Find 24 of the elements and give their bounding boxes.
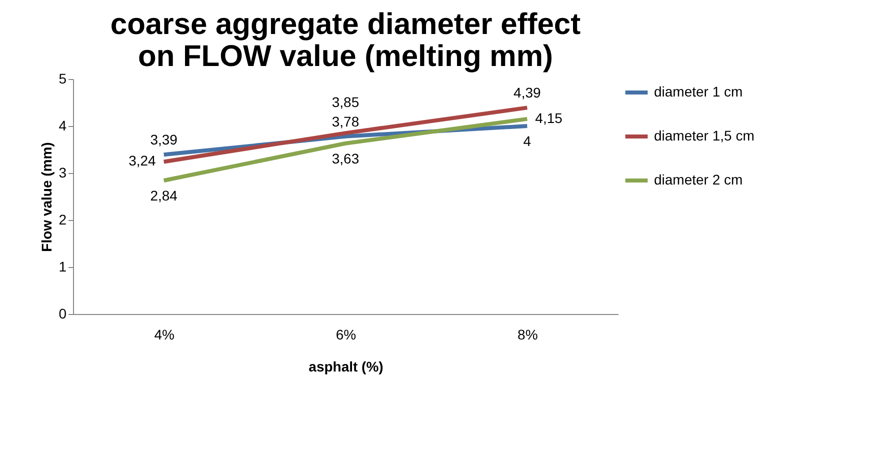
data-label: 3,24	[128, 152, 156, 169]
x-axis-title: asphalt (%)	[308, 358, 384, 374]
legend-label: diameter 1,5 cm	[654, 128, 754, 144]
y-axis-title: Flow value (mm)	[38, 142, 55, 252]
data-label: 4,15	[535, 110, 563, 126]
x-tick-label: 6%	[336, 326, 356, 342]
data-label: 3,63	[332, 150, 360, 166]
legend-label: diameter 1 cm	[654, 84, 743, 100]
chart-title: coarse aggregate diameter effect on FLOW value (melting mm)	[110, 8, 581, 73]
legend-label: diameter 2 cm	[654, 172, 743, 188]
x-tick-label: 4%	[154, 326, 174, 342]
y-tick-label: 2	[58, 212, 67, 228]
y-tick-label: 4	[58, 118, 67, 134]
y-tick-label: 1	[58, 258, 67, 274]
data-label: 3,78	[332, 113, 360, 130]
y-tick-label: 0	[58, 306, 67, 322]
data-label: 3,39	[150, 132, 178, 148]
data-label: 4,39	[514, 84, 542, 101]
y-tick-label: 5	[58, 70, 67, 86]
data-label: 4	[523, 133, 532, 149]
data-label: 2,84	[150, 188, 178, 204]
data-label: 3,85	[332, 94, 360, 110]
x-tick-label: 8%	[518, 326, 538, 342]
y-tick-label: 3	[58, 164, 67, 180]
